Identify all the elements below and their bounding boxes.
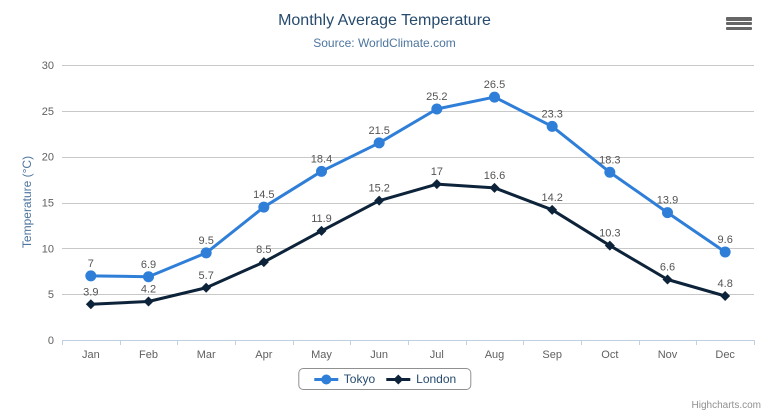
tokyo-marker-jul[interactable] bbox=[431, 103, 443, 115]
tokyo-data-label-aug: 26.5 bbox=[484, 79, 505, 91]
y-axis-tick-label: 5 bbox=[48, 289, 54, 301]
london-data-label-jul: 17 bbox=[431, 166, 443, 178]
x-axis-label-jul: Jul bbox=[430, 349, 444, 361]
tokyo-data-label-mar: 9.5 bbox=[199, 235, 214, 247]
tokyo-data-label-jun: 21.5 bbox=[368, 125, 389, 137]
x-axis-label-may: May bbox=[311, 349, 332, 361]
london-data-label-mar: 5.7 bbox=[199, 270, 214, 282]
x-axis-label-oct: Oct bbox=[601, 349, 618, 361]
london-marker-aug[interactable] bbox=[489, 182, 500, 193]
london-marker-sep[interactable] bbox=[547, 204, 558, 215]
x-axis-label-feb: Feb bbox=[139, 349, 158, 361]
y-axis-tick-label: 0 bbox=[48, 335, 54, 347]
export-menu-button[interactable] bbox=[724, 14, 754, 36]
london-marker-jun[interactable] bbox=[374, 195, 385, 206]
tokyo-marker-sep[interactable] bbox=[546, 120, 558, 132]
tokyo-marker-aug[interactable] bbox=[489, 91, 500, 103]
tokyo-data-label-jan: 7 bbox=[88, 258, 94, 270]
x-axis-label-nov: Nov bbox=[658, 349, 678, 361]
x-axis-label-sep: Sep bbox=[542, 349, 562, 361]
london-marker-may[interactable] bbox=[316, 225, 327, 236]
tokyo-data-label-jul: 25.2 bbox=[426, 91, 447, 103]
tokyo-data-label-oct: 18.3 bbox=[599, 154, 620, 166]
x-axis-label-jun: Jun bbox=[370, 349, 388, 361]
tokyo-data-label-sep: 23.3 bbox=[541, 108, 562, 120]
tokyo-legend-marker-icon bbox=[313, 374, 338, 384]
london-marker-jul[interactable] bbox=[431, 179, 442, 190]
x-axis-label-jan: Jan bbox=[82, 349, 100, 361]
london-marker-feb[interactable] bbox=[143, 296, 154, 307]
tokyo-marker-jan[interactable] bbox=[85, 270, 97, 282]
hamburger-menu-icon bbox=[726, 17, 752, 31]
london-data-label-aug: 16.6 bbox=[484, 170, 505, 182]
tokyo-marker-dec[interactable] bbox=[719, 246, 731, 258]
legend: Tokyo London bbox=[297, 368, 472, 390]
tokyo-marker-may[interactable] bbox=[316, 165, 327, 177]
tokyo-data-label-may: 18.4 bbox=[311, 153, 332, 165]
y-axis-tick-label: 10 bbox=[42, 243, 54, 255]
x-axis-label-apr: Apr bbox=[255, 349, 272, 361]
legend-label-london: London bbox=[416, 372, 457, 386]
london-data-label-jan: 3.9 bbox=[83, 286, 98, 298]
legend-item-tokyo[interactable]: Tokyo bbox=[313, 372, 375, 386]
credits-link[interactable]: Highcharts.com bbox=[691, 400, 761, 411]
london-marker-jan[interactable] bbox=[85, 299, 96, 310]
tokyo-marker-oct[interactable] bbox=[604, 166, 616, 178]
tokyo-data-label-nov: 13.9 bbox=[657, 195, 678, 207]
london-data-label-apr: 8.5 bbox=[256, 244, 271, 256]
chart-title: Monthly Average Temperature bbox=[278, 12, 491, 29]
london-data-label-dec: 4.8 bbox=[718, 278, 733, 290]
x-axis-label-aug: Aug bbox=[485, 349, 505, 361]
x-axis-label-mar: Mar bbox=[197, 349, 216, 361]
tokyo-marker-feb[interactable] bbox=[143, 271, 154, 283]
london-marker-dec[interactable] bbox=[720, 291, 731, 301]
london-data-label-sep: 14.2 bbox=[541, 192, 562, 204]
tokyo-marker-mar[interactable] bbox=[200, 247, 212, 259]
london-marker-mar[interactable] bbox=[201, 282, 212, 293]
london-marker-nov[interactable] bbox=[662, 274, 673, 285]
tokyo-marker-apr[interactable] bbox=[258, 201, 270, 213]
series-line-tokyo[interactable] bbox=[89, 95, 727, 279]
tokyo-marker-nov[interactable] bbox=[662, 207, 673, 219]
chart-subtitle: Source: WorldClimate.com bbox=[313, 36, 456, 50]
y-axis-tick-label: 30 bbox=[42, 60, 54, 72]
london-data-label-oct: 10.3 bbox=[599, 228, 620, 240]
london-marker-apr[interactable] bbox=[258, 257, 269, 268]
london-data-label-nov: 6.6 bbox=[660, 262, 675, 274]
x-axis-label-dec: Dec bbox=[715, 349, 735, 361]
tokyo-data-label-feb: 6.9 bbox=[141, 259, 156, 271]
london-data-label-jun: 15.2 bbox=[368, 183, 389, 195]
london-data-label-feb: 4.2 bbox=[141, 284, 156, 296]
tokyo-marker-jun[interactable] bbox=[373, 137, 385, 149]
y-axis-tick-label: 15 bbox=[42, 198, 54, 210]
tokyo-data-label-dec: 9.6 bbox=[718, 234, 733, 246]
tokyo-data-label-apr: 14.5 bbox=[253, 189, 274, 201]
legend-item-london[interactable]: London bbox=[385, 372, 456, 386]
london-legend-marker-icon bbox=[386, 374, 411, 384]
london-marker-oct[interactable] bbox=[604, 240, 615, 251]
y-axis-tick-label: 25 bbox=[42, 106, 54, 118]
legend-label-tokyo: Tokyo bbox=[343, 372, 376, 386]
y-axis-tick-label: 20 bbox=[42, 152, 54, 164]
london-data-label-may: 11.9 bbox=[311, 213, 332, 225]
series-line-london[interactable] bbox=[89, 182, 727, 306]
